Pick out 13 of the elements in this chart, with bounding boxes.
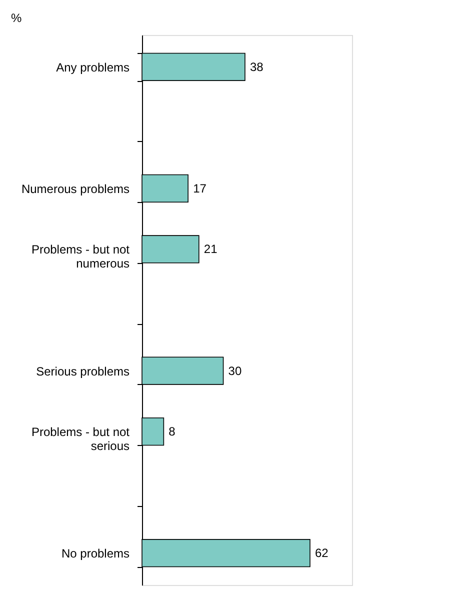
y-tick-label: Any problems bbox=[56, 60, 130, 74]
data-label: 38 bbox=[250, 60, 264, 74]
data-label: 21 bbox=[204, 242, 218, 256]
text: % bbox=[10, 11, 22, 25]
data-label: 17 bbox=[193, 181, 207, 196]
y-tick-label: Problems - but not serious bbox=[31, 425, 130, 454]
y-tick-label: Problems - but not numerous bbox=[31, 242, 130, 271]
y-tick-label: Serious problems bbox=[36, 364, 130, 378]
data-label: 62 bbox=[315, 546, 329, 560]
y-tick-label: Numerous problems bbox=[21, 182, 130, 196]
data-label: 8 bbox=[168, 424, 176, 439]
y-tick-label: No problems bbox=[61, 546, 130, 561]
data-label: 30 bbox=[228, 364, 242, 378]
